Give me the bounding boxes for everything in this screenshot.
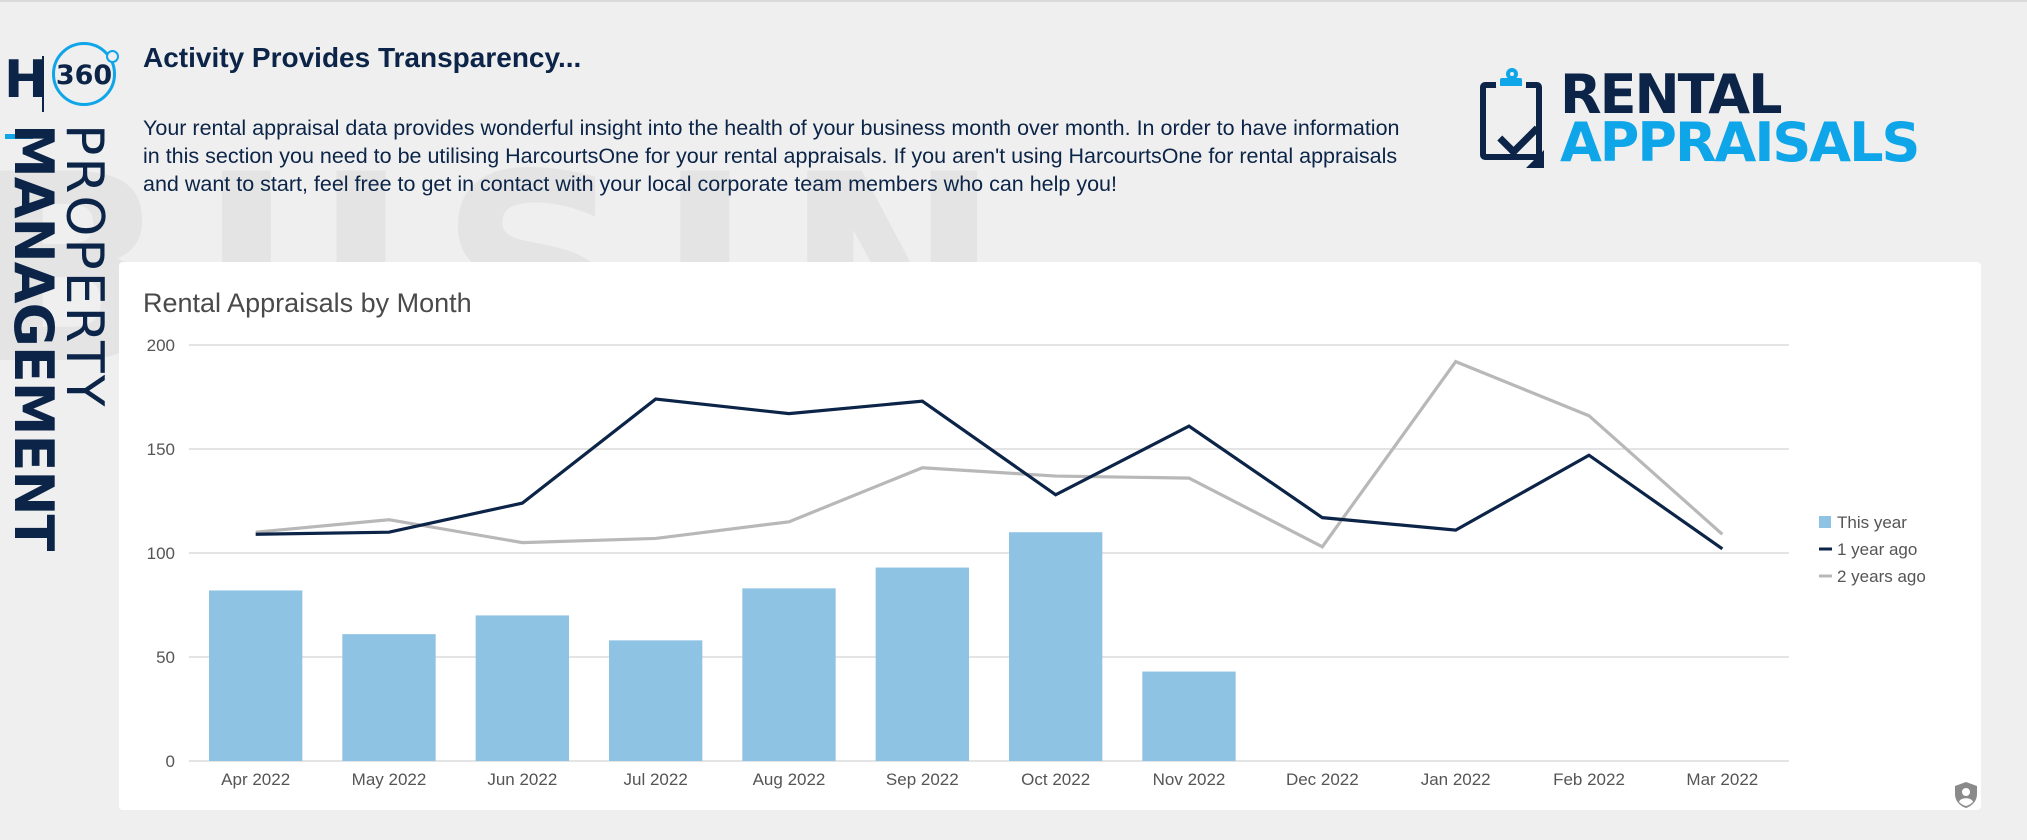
brand-logo-sidebar: H 360 MANAGEMENT PROPERTY: [0, 40, 125, 560]
series-line-1-year-ago: [255, 397, 1724, 551]
chart-title: Rental Appraisals by Month: [143, 288, 472, 318]
logo-word-appraisals: APPRAISALS: [1560, 111, 1920, 174]
x-tick-label: Jun 2022: [487, 770, 557, 789]
x-tick-label: May 2022: [352, 770, 427, 789]
bar-oct-2022: [1009, 532, 1103, 761]
x-tick-label: Jan 2022: [1421, 770, 1491, 789]
legend-item-this-year[interactable]: This year: [1819, 513, 1907, 532]
top-rule: [0, 0, 2027, 2]
y-tick-label: 0: [166, 752, 175, 771]
clipboard-ring-icon: [1506, 68, 1518, 80]
legend-item-1-year-ago[interactable]: 1 year ago: [1819, 540, 1917, 559]
legend-label: This year: [1837, 513, 1907, 532]
rental-appraisals-chart: 0 50 100 150 200 Apr 2022 May 2022 Jun 2022 Jul…: [147, 336, 1926, 789]
logo-word-rental: RENTAL: [1560, 63, 1783, 126]
page-title: Activity Provides Transparency...: [143, 42, 582, 73]
y-tick-label: 50: [156, 648, 175, 667]
legend-label: 2 years ago: [1837, 567, 1926, 586]
x-tick-label: Nov 2022: [1153, 770, 1226, 789]
legend-swatch: [1819, 516, 1831, 528]
brand-letter-underline: [5, 134, 33, 139]
x-tick-label: Sep 2022: [886, 770, 959, 789]
chart-card: Rental Appraisals by Month 0 50 100 150 200 …: [119, 262, 1981, 810]
y-tick-label: 100: [147, 544, 175, 563]
bar-may-2022: [342, 634, 436, 761]
bar-nov-2022: [1142, 671, 1236, 761]
x-tick-label: Jul 2022: [624, 770, 688, 789]
bar-aug-2022: [742, 588, 836, 761]
page-fold-icon: [1526, 150, 1544, 168]
x-tick-label: Apr 2022: [221, 770, 290, 789]
brand-word-property: PROPERTY: [54, 124, 114, 409]
bar-sep-2022: [875, 567, 969, 761]
check-icon: [1497, 114, 1540, 157]
legend-label: 1 year ago: [1837, 540, 1917, 559]
brand-letter: H: [4, 50, 48, 110]
brand-word-management: MANAGEMENT: [2, 124, 65, 551]
y-tick-label: 200: [147, 336, 175, 355]
legend-item-2-years-ago[interactable]: 2 years ago: [1819, 567, 1926, 586]
intro-paragraph: Your rental appraisal data provides wond…: [143, 116, 1400, 196]
chart-y-axis: 0 50 100 150 200: [147, 336, 175, 771]
x-tick-label: Aug 2022: [753, 770, 826, 789]
x-tick-label: Oct 2022: [1021, 770, 1090, 789]
brand-divider: [42, 56, 44, 112]
series-line-2-years-ago: [255, 359, 1724, 549]
chart-bars: [209, 532, 1236, 761]
bar-jul-2022: [609, 640, 703, 761]
privacy-shield-icon[interactable]: [1951, 780, 1981, 810]
chart-x-axis: Apr 2022 May 2022 Jun 2022 Jul 2022 Aug 2022…: [221, 770, 1758, 789]
y-tick-label: 150: [147, 440, 175, 459]
x-tick-label: Feb 2022: [1553, 770, 1625, 789]
x-tick-label: Dec 2022: [1286, 770, 1359, 789]
brand-ring-icon: [52, 42, 116, 106]
brand-ring-dot-icon: [106, 50, 119, 63]
x-tick-label: Mar 2022: [1686, 770, 1758, 789]
brand-badge: 360: [55, 60, 113, 91]
rental-appraisals-logo: RENTAL APPRAISALS: [1478, 68, 1920, 174]
clipboard-check-icon: [1480, 82, 1544, 168]
bar-jun-2022: [475, 615, 569, 761]
chart-lines: [255, 359, 1724, 551]
bar-apr-2022: [209, 590, 303, 761]
chart-legend[interactable]: This year 1 year ago 2 years ago: [1819, 513, 1926, 586]
brand-vertical-wordmark: MANAGEMENT PROPERTY: [2, 124, 116, 584]
